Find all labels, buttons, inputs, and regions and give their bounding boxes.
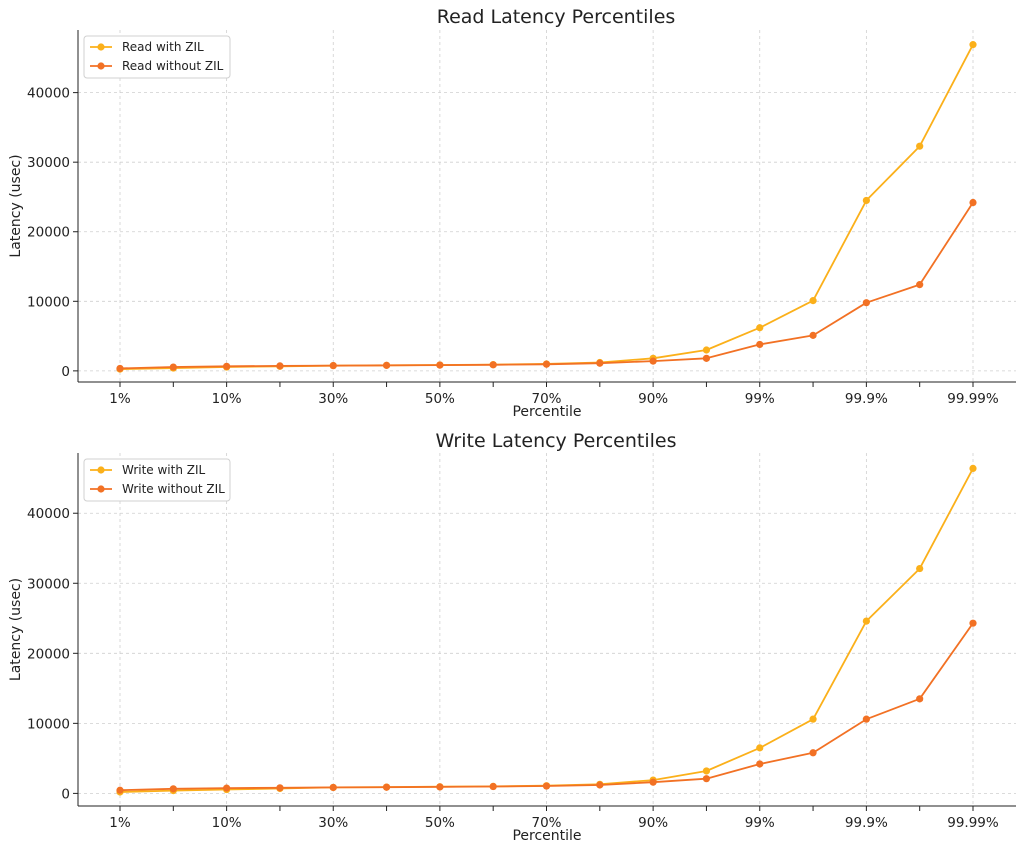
data-point: [382, 361, 391, 369]
legend-box: [83, 35, 231, 79]
x-tick-label: 99%: [745, 391, 775, 407]
data-point: [276, 362, 284, 370]
data-point: [916, 281, 924, 289]
data-point: [169, 785, 177, 793]
x-tick-label: 70%: [531, 391, 561, 407]
legend: Write with ZIL Write without ZIL: [83, 458, 231, 502]
y-tick-label: 20000: [27, 646, 70, 662]
legend-box: [83, 458, 231, 502]
data-point: [916, 142, 924, 150]
x-tick-label: 99.9%: [845, 391, 888, 407]
y-tick-label: 30000: [27, 155, 70, 171]
legend-label: Read with ZIL: [122, 40, 204, 54]
data-point: [756, 324, 764, 332]
data-point: [382, 783, 391, 791]
x-axis-label: Percentile: [512, 828, 581, 844]
data-point: [329, 361, 337, 370]
data-point: [276, 784, 284, 792]
y-tick-label: 0: [61, 786, 70, 802]
data-point: [809, 749, 817, 757]
x-axis-label: Percentile: [512, 404, 581, 420]
x-tick-label: 90%: [638, 815, 668, 831]
legend-label: Read without ZIL: [122, 59, 224, 73]
data-point: [862, 715, 870, 723]
x-tick-label: 90%: [638, 391, 668, 407]
data-point: [809, 715, 817, 723]
x-tick-label: 99.9%: [845, 815, 888, 831]
data-point: [223, 784, 231, 792]
y-tick-label: 0: [61, 364, 70, 380]
data-point: [116, 364, 124, 373]
data-point: [542, 360, 551, 368]
y-tick-label: 20000: [27, 225, 70, 241]
data-point: [329, 783, 337, 792]
legend-swatch-marker: [97, 485, 105, 493]
y-tick-label: 30000: [27, 576, 70, 592]
y-tick-label: 10000: [27, 294, 70, 310]
data-point: [596, 781, 604, 789]
data-point: [756, 760, 764, 768]
x-tick-label: 99.99%: [947, 815, 999, 831]
data-point: [702, 346, 711, 354]
x-tick-label: 70%: [531, 815, 561, 831]
data-point: [702, 767, 711, 775]
data-point: [969, 41, 977, 49]
data-point: [436, 783, 444, 791]
legend-label: Write without ZIL: [122, 482, 225, 496]
x-tick-label: 30%: [318, 391, 348, 407]
data-point: [916, 695, 924, 703]
data-point: [969, 198, 977, 207]
data-point: [969, 464, 977, 473]
legend-swatch-marker: [97, 62, 105, 70]
data-point: [809, 297, 817, 305]
data-point: [756, 744, 764, 752]
x-tick-label: 30%: [318, 815, 348, 831]
data-point: [542, 782, 551, 790]
data-point: [169, 363, 177, 371]
data-point: [916, 564, 924, 573]
data-point: [649, 778, 657, 786]
y-tick-label: 40000: [27, 86, 70, 102]
data-point: [223, 362, 231, 370]
data-point: [862, 617, 870, 625]
y-axis-label: Latency (usec): [8, 578, 24, 681]
x-tick-label: 50%: [425, 815, 455, 831]
chart-title: Read Latency Percentiles: [437, 6, 676, 28]
data-point: [862, 196, 870, 205]
data-point: [649, 357, 657, 365]
data-point: [702, 775, 711, 783]
chart-write: 0 10000 20000 30000 40000 1% 10% 30% 50% 70% 90% 99…: [8, 430, 1016, 844]
x-tick-label: 1%: [109, 391, 131, 407]
x-tick-label: 10%: [212, 815, 242, 831]
x-tick-label: 99%: [745, 815, 775, 831]
chart-read: 0 10000 20000 30000 40000 1% 10% 30% 50% 70% 90% 99…: [8, 6, 1016, 420]
legend: Read with ZIL Read without ZIL: [83, 35, 231, 79]
y-tick-label: 40000: [27, 506, 70, 522]
data-point: [489, 782, 497, 791]
data-point: [489, 361, 497, 369]
data-point: [702, 354, 711, 362]
data-point: [596, 359, 604, 367]
data-point: [436, 361, 444, 369]
data-point: [756, 340, 764, 349]
legend-swatch-marker: [97, 466, 105, 474]
x-tick-label: 1%: [109, 815, 131, 831]
data-point: [116, 786, 124, 794]
legend-swatch-marker: [97, 43, 105, 51]
legend-label: Write with ZIL: [122, 463, 206, 477]
y-tick-label: 10000: [27, 716, 70, 732]
chart-title: Write Latency Percentiles: [436, 430, 677, 452]
y-axis-label: Latency (usec): [8, 154, 24, 257]
x-tick-label: 10%: [212, 391, 242, 407]
data-point: [809, 331, 817, 339]
data-point: [862, 299, 870, 307]
data-point: [969, 619, 977, 627]
x-tick-label: 50%: [425, 391, 455, 407]
x-tick-label: 99.99%: [947, 391, 999, 407]
